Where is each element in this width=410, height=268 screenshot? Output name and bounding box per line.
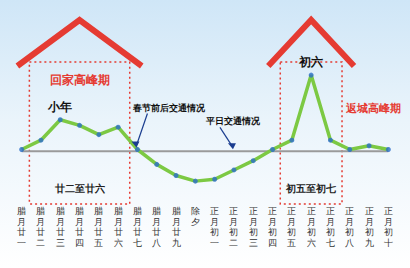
svg-text:正: 正 — [307, 206, 316, 216]
svg-text:正: 正 — [326, 206, 335, 216]
svg-text:廿: 廿 — [152, 227, 161, 237]
svg-text:夕: 夕 — [191, 217, 200, 227]
svg-text:四: 四 — [268, 238, 277, 248]
svg-text:廿: 廿 — [75, 227, 84, 237]
svg-text:初: 初 — [384, 227, 393, 237]
svg-text:五: 五 — [287, 238, 296, 248]
svg-text:廿二至廿六: 廿二至廿六 — [54, 183, 105, 194]
svg-text:正: 正 — [229, 206, 238, 216]
svg-text:月: 月 — [384, 217, 393, 227]
svg-text:七: 七 — [326, 238, 335, 248]
svg-text:初: 初 — [249, 227, 258, 237]
svg-text:初: 初 — [287, 227, 296, 237]
svg-text:初五至初七: 初五至初七 — [285, 183, 336, 194]
svg-text:廿: 廿 — [94, 227, 103, 237]
svg-text:月: 月 — [229, 217, 238, 227]
svg-text:正: 正 — [345, 206, 354, 216]
svg-text:腊: 腊 — [152, 206, 161, 216]
svg-text:月: 月 — [17, 217, 26, 227]
svg-text:九: 九 — [365, 238, 374, 248]
svg-text:月: 月 — [345, 217, 354, 227]
svg-text:月: 月 — [326, 217, 335, 227]
svg-text:初六: 初六 — [298, 55, 323, 69]
svg-text:腊: 腊 — [133, 206, 142, 216]
svg-text:月: 月 — [268, 217, 277, 227]
svg-text:月: 月 — [287, 217, 296, 227]
svg-text:一: 一 — [17, 238, 26, 248]
svg-text:月: 月 — [249, 217, 258, 227]
svg-text:二: 二 — [229, 238, 238, 248]
svg-text:十: 十 — [384, 238, 393, 248]
svg-text:九: 九 — [172, 238, 181, 248]
svg-text:正: 正 — [384, 206, 393, 216]
svg-text:月: 月 — [36, 217, 45, 227]
svg-text:腊: 腊 — [75, 206, 84, 216]
svg-text:初: 初 — [229, 227, 238, 237]
svg-text:廿: 廿 — [172, 227, 181, 237]
svg-text:初: 初 — [345, 227, 354, 237]
svg-text:月: 月 — [133, 217, 142, 227]
svg-text:月: 月 — [75, 217, 84, 227]
svg-text:廿: 廿 — [56, 227, 65, 237]
svg-text:月: 月 — [152, 217, 161, 227]
svg-text:腊: 腊 — [172, 206, 181, 216]
svg-text:五: 五 — [94, 238, 103, 248]
svg-text:六: 六 — [114, 238, 123, 248]
svg-text:月: 月 — [365, 217, 374, 227]
svg-text:八: 八 — [152, 238, 161, 248]
svg-text:七: 七 — [133, 238, 142, 248]
svg-text:腊: 腊 — [94, 206, 103, 216]
svg-text:月: 月 — [210, 217, 219, 227]
svg-text:正: 正 — [287, 206, 296, 216]
svg-text:廿: 廿 — [133, 227, 142, 237]
svg-text:六: 六 — [307, 238, 316, 248]
svg-text:平日交通情况: 平日交通情况 — [205, 116, 261, 126]
svg-text:初: 初 — [307, 227, 316, 237]
svg-text:二: 二 — [36, 238, 45, 248]
svg-text:月: 月 — [307, 217, 316, 227]
svg-text:廿: 廿 — [114, 227, 123, 237]
svg-text:月: 月 — [94, 217, 103, 227]
svg-text:四: 四 — [75, 238, 84, 248]
svg-text:腊: 腊 — [36, 206, 45, 216]
svg-text:腊: 腊 — [56, 206, 65, 216]
svg-text:正: 正 — [268, 206, 277, 216]
svg-text:一: 一 — [210, 238, 219, 248]
svg-text:回家高峰期: 回家高峰期 — [50, 73, 110, 87]
svg-text:廿: 廿 — [17, 227, 26, 237]
svg-text:小年: 小年 — [47, 100, 72, 114]
svg-text:正: 正 — [365, 206, 374, 216]
svg-text:正: 正 — [249, 206, 258, 216]
svg-text:廿: 廿 — [36, 227, 45, 237]
svg-text:春节前后交通情况: 春节前后交通情况 — [132, 103, 206, 113]
svg-text:三: 三 — [56, 238, 65, 248]
svg-text:初: 初 — [210, 227, 219, 237]
svg-text:初: 初 — [326, 227, 335, 237]
svg-text:腊: 腊 — [17, 206, 26, 216]
svg-text:月: 月 — [172, 217, 181, 227]
svg-text:八: 八 — [345, 238, 354, 248]
svg-text:月: 月 — [56, 217, 65, 227]
svg-text:月: 月 — [114, 217, 123, 227]
svg-text:初: 初 — [268, 227, 277, 237]
svg-text:腊: 腊 — [114, 206, 123, 216]
svg-text:除: 除 — [191, 206, 200, 216]
svg-text:三: 三 — [249, 238, 258, 248]
svg-text:返城高峰期: 返城高峰期 — [345, 102, 401, 115]
svg-text:正: 正 — [210, 206, 219, 216]
svg-text:初: 初 — [365, 227, 374, 237]
